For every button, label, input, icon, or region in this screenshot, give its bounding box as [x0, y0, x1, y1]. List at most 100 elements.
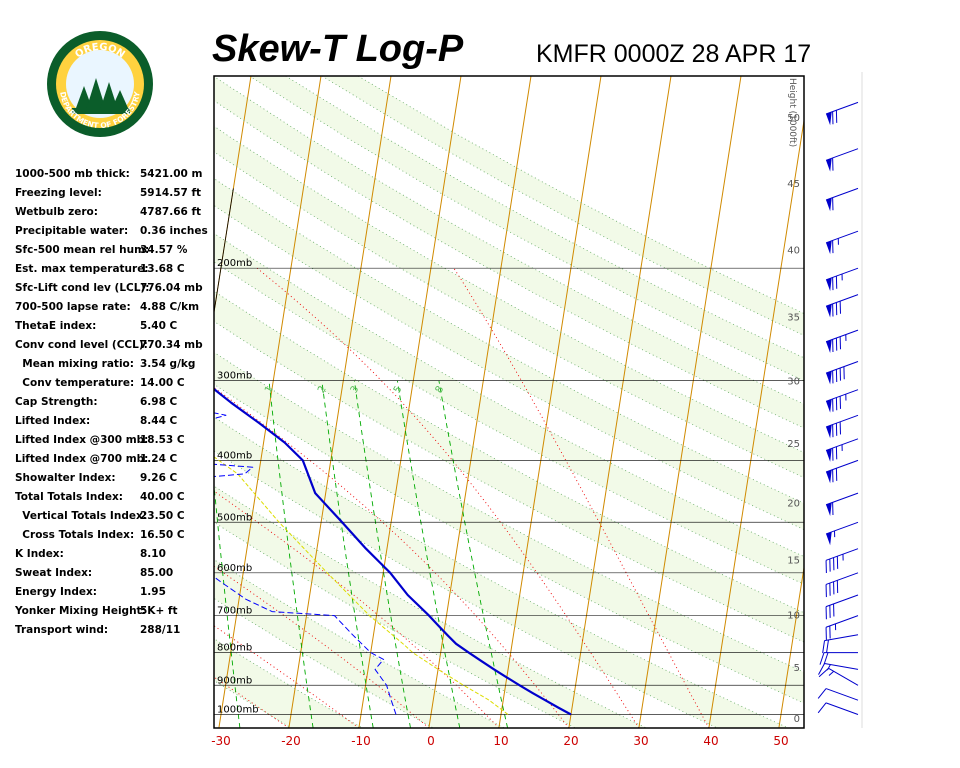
- wind-barb-flag: [826, 502, 832, 517]
- wind-barb-feather: [818, 663, 825, 675]
- dewpoint-profile: [214, 412, 397, 715]
- wind-barb: [825, 294, 859, 318]
- stat-value: 23.50 C: [140, 510, 185, 522]
- wind-barb-flag: [826, 424, 832, 439]
- temperature-profile: [214, 387, 572, 716]
- wind-barb-flag: [826, 111, 832, 126]
- mixing-ratio-line: [353, 380, 411, 728]
- stat-label: 700-500 lapse rate:: [15, 301, 131, 313]
- stat-label: Lifted Index @700 mb:: [15, 453, 149, 465]
- isotherm-line: [849, 76, 951, 728]
- stat-label: Cross Totals Index:: [15, 529, 135, 541]
- stat-label: Freezing level:: [15, 187, 102, 199]
- wind-barb: [825, 414, 859, 439]
- wind-barb: [817, 688, 859, 701]
- tree-icon: [72, 78, 130, 114]
- wind-barb: [825, 329, 859, 354]
- chart-title: Skew-T Log-P: [212, 28, 464, 70]
- stat-label: K Index:: [15, 548, 64, 560]
- x-tick-label: -30: [211, 734, 231, 748]
- pressure-label: 900mb: [217, 675, 252, 686]
- isotherm-line: [79, 76, 181, 728]
- stat-value: 288/11: [140, 624, 181, 636]
- stat-value: 85.00: [140, 567, 174, 579]
- stat-label: Total Totals Index:: [15, 491, 123, 503]
- x-tick-label: 40: [703, 734, 718, 748]
- wind-barb-flag: [826, 277, 832, 292]
- wind-barb-flag: [826, 469, 832, 484]
- wind-barb-staff: [825, 615, 859, 628]
- stat-value: 18.53 C: [140, 434, 185, 446]
- isotherm-line: [778, 564, 804, 728]
- station-datetime: KMFR 0000Z 28 APR 17: [536, 40, 812, 68]
- wind-barb-staff: [825, 230, 859, 244]
- wind-barb: [825, 492, 859, 517]
- height-tick-label: 5: [794, 663, 800, 674]
- stat-label: ThetaE index:: [15, 320, 97, 332]
- wind-barb-staff: [825, 187, 859, 201]
- x-tick-label: -10: [351, 734, 371, 748]
- stat-value: 40.00 C: [140, 491, 185, 503]
- wind-barb: [825, 187, 859, 212]
- dry-adiabat-line: [214, 559, 505, 728]
- pressure-label: 200mb: [217, 258, 252, 269]
- stat-value: 16.50 C: [140, 529, 185, 541]
- stat-value: 1.24 C: [140, 453, 178, 465]
- wind-barb: [825, 148, 859, 172]
- wind-barb-flag: [826, 240, 832, 255]
- wind-barb-staff: [825, 148, 859, 161]
- wind-barb: [825, 230, 859, 255]
- height-tick-label: 40: [787, 246, 800, 257]
- wind-barb: [818, 663, 859, 675]
- wind-barb: [825, 361, 859, 385]
- height-tick-label: 0: [794, 714, 800, 725]
- pressure-label: 700mb: [217, 606, 252, 617]
- wind-barb-half-feather: [826, 664, 831, 671]
- mixing-ratio-line: [438, 380, 509, 728]
- isotherm-line: [214, 76, 252, 316]
- stat-value: 0.36 inches: [140, 225, 208, 237]
- stat-value: 776.04 mb: [140, 282, 203, 294]
- wind-barb-feather: [819, 652, 825, 665]
- pressure-label: 600mb: [217, 563, 252, 574]
- wind-barb-flag: [826, 304, 832, 318]
- height-tick-label: 15: [787, 556, 800, 567]
- dry-adiabat-band: [249, 76, 804, 381]
- moist-adiabat-line: [256, 267, 640, 728]
- dry-adiabat-band: [214, 291, 804, 643]
- stat-label: Sfc-500 mean rel hum:: [15, 244, 150, 256]
- wind-barb-flag: [826, 158, 832, 172]
- dry-adiabat-line: [214, 416, 789, 728]
- stat-label: Conv cond level (CCL):: [15, 339, 148, 351]
- moist-adiabat-line: [214, 625, 360, 728]
- wind-barb-staff: [825, 702, 859, 715]
- logo-top-text: OREGON: [73, 42, 126, 61]
- stat-label: Showalter Index:: [15, 472, 116, 484]
- wind-barbs: [817, 101, 859, 715]
- dry-adiabat-band: [214, 638, 363, 728]
- stat-label: Conv temperature:: [15, 377, 135, 389]
- wind-barb: [822, 634, 859, 654]
- dry-adiabat-band: [321, 76, 804, 336]
- stat-label: Vertical Totals Index:: [15, 510, 147, 522]
- height-axis-title: Height (1000ft): [787, 78, 797, 147]
- stat-value: 8.44 C: [140, 415, 178, 427]
- mixing-ratio-line: [268, 380, 314, 728]
- moist-adiabat-line: [214, 387, 570, 728]
- wind-barb-flag: [826, 371, 832, 385]
- mixing-ratio-label: 5: [392, 384, 405, 395]
- stat-label: Sweat Index:: [15, 567, 93, 579]
- stat-value: 770.34 mb: [140, 339, 203, 351]
- wind-barb: [819, 652, 858, 665]
- stat-label: Wetbulb zero:: [15, 206, 98, 218]
- height-tick-label: 45: [787, 179, 800, 190]
- isotherm-line: [428, 76, 532, 728]
- wind-barb-half-feather: [828, 670, 835, 676]
- stat-label: 1000-500 mb thick:: [15, 168, 130, 180]
- stat-label: Sfc-Lift cond lev (LCL):: [15, 282, 150, 294]
- svg-text:OREGON: OREGON: [73, 42, 126, 61]
- stat-value: 5K+ ft: [140, 605, 178, 617]
- plot-area: 0.4 1 2 3 5 8: [79, 76, 951, 728]
- mixing-ratio-line: [321, 380, 374, 728]
